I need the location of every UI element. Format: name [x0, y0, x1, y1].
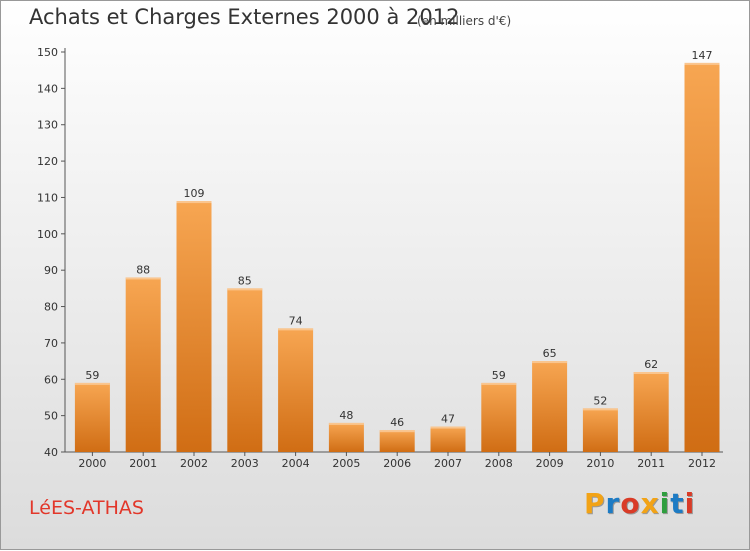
- bar-highlight: [684, 62, 720, 65]
- y-tick-label: 130: [37, 119, 58, 132]
- bar-value-label: 85: [238, 274, 252, 287]
- bar: [125, 277, 161, 452]
- x-tick-label: 2006: [383, 457, 411, 470]
- bar: [481, 382, 517, 452]
- logo-letter: o: [620, 487, 641, 520]
- y-tick-label: 40: [44, 446, 58, 459]
- bar: [684, 62, 720, 453]
- bar-value-label: 59: [492, 369, 506, 382]
- x-tick-label: 2004: [282, 457, 310, 470]
- x-tick-label: 2008: [485, 457, 513, 470]
- y-tick-label: 60: [44, 373, 58, 386]
- x-tick-label: 2000: [78, 457, 106, 470]
- y-tick-label: 50: [44, 410, 58, 423]
- logo-letter: r: [605, 487, 621, 520]
- y-tick-label: 150: [37, 46, 58, 59]
- bar-highlight: [532, 361, 568, 364]
- bar-highlight: [481, 382, 517, 385]
- place-name: LéES-ATHAS: [29, 497, 144, 519]
- bar-highlight: [430, 426, 466, 429]
- y-tick-label: 140: [37, 82, 58, 95]
- x-tick-label: 2005: [332, 457, 360, 470]
- x-tick-label: 2003: [231, 457, 259, 470]
- logo-letter: P: [584, 487, 606, 520]
- chart-title: Achats et Charges Externes 2000 à 2012: [29, 5, 460, 29]
- x-tick-label: 2002: [180, 457, 208, 470]
- x-tick-label: 2010: [586, 457, 614, 470]
- bar: [430, 426, 466, 452]
- bar-highlight: [74, 382, 110, 385]
- x-tick-label: 2011: [637, 457, 665, 470]
- bar-value-label: 52: [593, 394, 607, 407]
- chart-subtitle: (en milliers d'€): [417, 14, 512, 28]
- bar-value-label: 109: [184, 187, 205, 200]
- y-tick-label: 70: [44, 337, 58, 350]
- bar-highlight: [328, 422, 364, 425]
- y-tick-label: 100: [37, 228, 58, 241]
- bar-value-label: 47: [441, 413, 455, 426]
- logo-letter: t: [670, 487, 685, 520]
- bar: [176, 201, 212, 452]
- bar-value-label: 59: [85, 369, 99, 382]
- bar: [379, 430, 415, 452]
- proxiti-logo: Proxiti: [584, 487, 695, 520]
- x-tick-label: 2007: [434, 457, 462, 470]
- y-tick-label: 110: [37, 191, 58, 204]
- bar-value-label: 65: [543, 347, 557, 360]
- bar-highlight: [379, 430, 415, 433]
- x-tick-label: 2001: [129, 457, 157, 470]
- y-tick-label: 80: [44, 301, 58, 314]
- y-tick-label: 120: [37, 155, 58, 168]
- bar: [328, 422, 364, 452]
- bar: [278, 328, 314, 452]
- x-tick-label: 2009: [536, 457, 564, 470]
- bar: [532, 361, 568, 452]
- bar-value-label: 88: [136, 263, 150, 276]
- bar-value-label: 62: [644, 358, 658, 371]
- bar-highlight: [125, 277, 161, 280]
- bar-highlight: [582, 408, 618, 411]
- bar: [227, 288, 263, 452]
- bar-value-label: 46: [390, 416, 404, 429]
- bar-value-label: 48: [339, 409, 353, 422]
- bar-highlight: [633, 372, 669, 374]
- y-tick-label: 90: [44, 264, 58, 277]
- bar: [74, 382, 110, 452]
- bar-value-label: 147: [692, 49, 713, 62]
- logo-letter: i: [659, 487, 671, 520]
- bar-highlight: [176, 201, 212, 204]
- bar-highlight: [227, 288, 263, 291]
- bar: [633, 372, 669, 452]
- x-tick-label: 2012: [688, 457, 716, 470]
- bar-value-label: 74: [289, 314, 303, 327]
- bar-highlight: [278, 328, 314, 331]
- logo-letter: i: [684, 487, 696, 520]
- logo-letter: x: [640, 487, 660, 520]
- bar: [582, 408, 618, 452]
